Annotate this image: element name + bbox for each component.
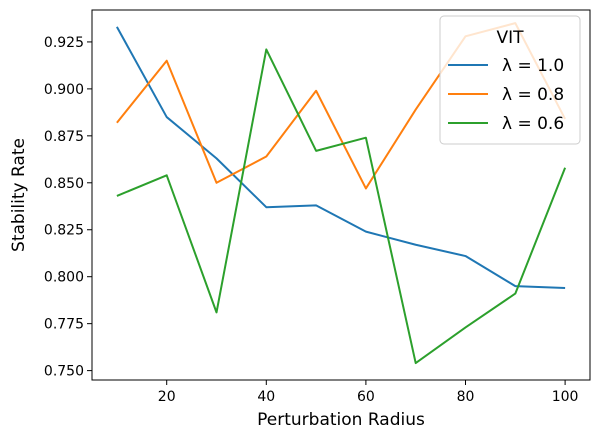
y-axis: 0.750 0.775 0.800 0.825 0.850 0.875 0.900 0.925 [44, 35, 92, 380]
x-tick-label: 100 [552, 389, 579, 405]
y-tick-label: 0.800 [44, 270, 84, 286]
legend-box [439, 15, 581, 145]
x-tick-label: 80 [457, 389, 475, 405]
x-tick-label: 20 [158, 389, 176, 405]
legend-label: λ = 0.8 [502, 85, 564, 105]
x-tick-label: 60 [357, 389, 375, 405]
plot-frame [91, 9, 591, 381]
series-line-1 [116, 26, 566, 289]
x-tick-label: 40 [257, 389, 275, 405]
legend-title: VIT [496, 28, 524, 48]
y-tick-label: 0.900 [44, 82, 84, 98]
x-axis-label: Perturbation Radius [257, 410, 425, 430]
y-tick-label: 0.750 [44, 364, 84, 380]
y-tick-label: 0.850 [44, 176, 84, 192]
x-axis: 20 40 60 80 100 [158, 380, 579, 405]
y-tick-label: 0.825 [44, 223, 84, 239]
series-line-3 [116, 48, 567, 365]
legend-label: λ = 1.0 [502, 56, 564, 76]
y-tick-label: 0.875 [44, 129, 84, 145]
legend-label: λ = 0.6 [502, 114, 564, 134]
legend: VIT λ = 1.0 λ = 0.8 λ = 0.6 [439, 15, 581, 145]
y-axis-label: Stability Rate [9, 138, 29, 252]
y-tick-label: 0.925 [44, 35, 84, 51]
y-tick-label: 0.775 [44, 317, 84, 333]
